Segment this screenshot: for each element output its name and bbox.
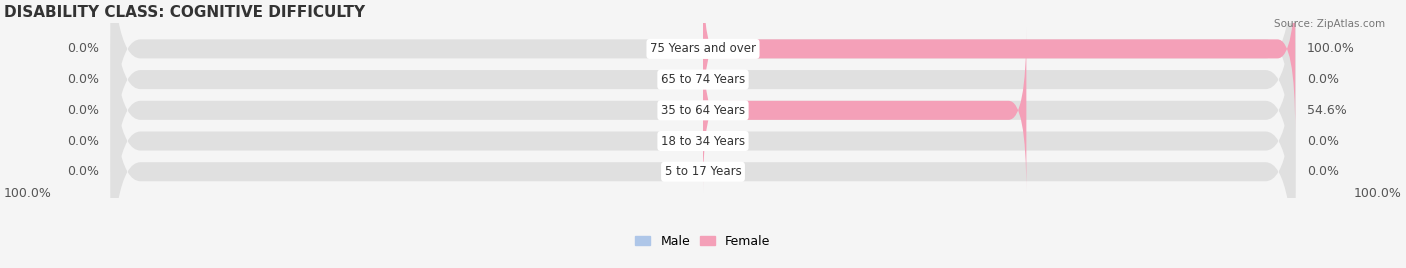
Text: 75 Years and over: 75 Years and over [650,42,756,55]
Text: 54.6%: 54.6% [1308,104,1347,117]
FancyBboxPatch shape [111,28,1295,268]
Text: 0.0%: 0.0% [67,42,98,55]
Text: 0.0%: 0.0% [67,135,98,148]
Text: Source: ZipAtlas.com: Source: ZipAtlas.com [1274,19,1385,29]
FancyBboxPatch shape [703,28,1026,193]
Text: DISABILITY CLASS: COGNITIVE DIFFICULTY: DISABILITY CLASS: COGNITIVE DIFFICULTY [4,5,366,20]
Text: 18 to 34 Years: 18 to 34 Years [661,135,745,148]
FancyBboxPatch shape [111,0,1295,224]
Text: 100.0%: 100.0% [4,187,52,200]
Legend: Male, Female: Male, Female [630,230,776,253]
FancyBboxPatch shape [111,0,1295,254]
Text: 5 to 17 Years: 5 to 17 Years [665,165,741,178]
FancyBboxPatch shape [111,0,1295,268]
Text: 100.0%: 100.0% [1354,187,1402,200]
FancyBboxPatch shape [703,0,1295,132]
Text: 0.0%: 0.0% [1308,165,1339,178]
Text: 0.0%: 0.0% [1308,73,1339,86]
FancyBboxPatch shape [111,0,1295,193]
Text: 0.0%: 0.0% [67,165,98,178]
Text: 0.0%: 0.0% [1308,135,1339,148]
Text: 65 to 74 Years: 65 to 74 Years [661,73,745,86]
Text: 0.0%: 0.0% [67,73,98,86]
Text: 0.0%: 0.0% [67,104,98,117]
Text: 100.0%: 100.0% [1308,42,1355,55]
Text: 35 to 64 Years: 35 to 64 Years [661,104,745,117]
